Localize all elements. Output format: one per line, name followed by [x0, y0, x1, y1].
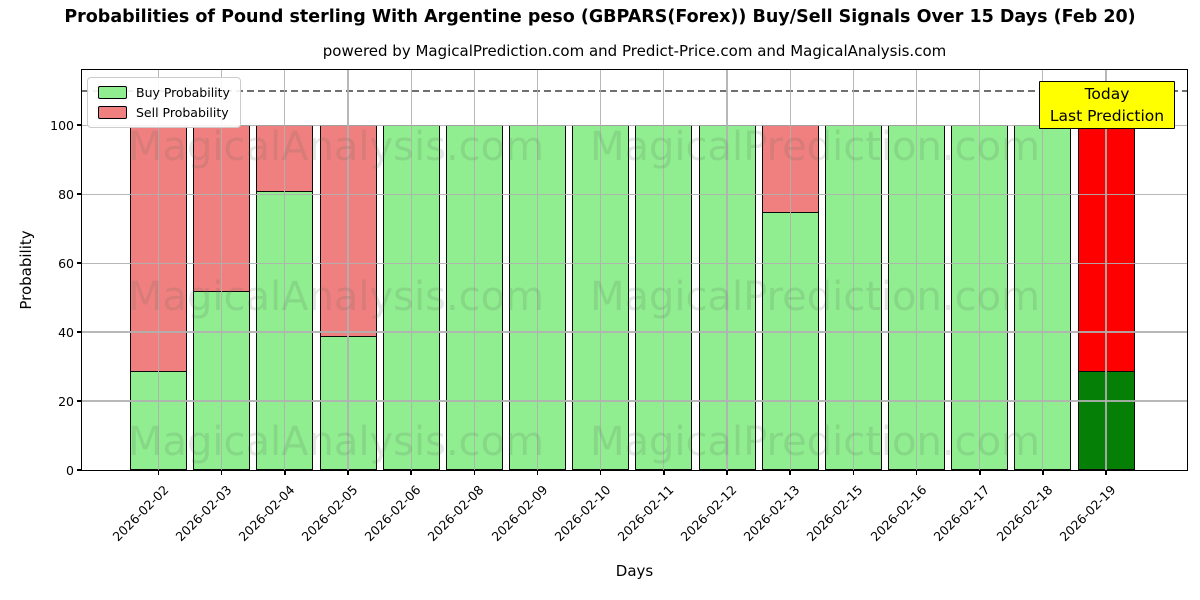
x-gridline — [789, 70, 791, 470]
x-gridline — [1105, 70, 1107, 470]
y-gridline — [82, 331, 1187, 333]
plot-area: Probability Days Buy Probability Sell Pr… — [17, 69, 1188, 580]
x-tick-mark — [410, 470, 412, 475]
y-tick-label: 60 — [58, 256, 74, 272]
y-tick-label: 100 — [50, 118, 74, 134]
x-axis-label: Days — [615, 562, 654, 580]
y-tick-mark — [77, 469, 82, 471]
x-tick-label-text: 2026-02-15 — [803, 482, 866, 545]
x-gridline — [852, 70, 854, 470]
x-tick-mark — [1042, 470, 1044, 475]
legend-row-sell: Sell Probability — [98, 105, 230, 120]
x-gridline — [1042, 70, 1044, 470]
y-gridline — [82, 124, 1187, 126]
y-tick-mark — [77, 124, 82, 126]
x-tick-label-text: 2026-02-12 — [677, 482, 740, 545]
y-tick-label: 0 — [66, 463, 74, 478]
y-tick-mark — [77, 262, 82, 264]
x-tick-mark — [1105, 470, 1107, 475]
y-tick-label: 20 — [58, 394, 74, 410]
chart-title: Probabilities of Pound sterling With Arg… — [64, 7, 1136, 27]
today-annotation-line2: Last Prediction — [1049, 107, 1165, 125]
legend-label-buy: Buy Probability — [136, 85, 230, 100]
x-tick-label-text: 2026-02-09 — [488, 482, 551, 545]
x-gridline — [600, 70, 602, 470]
x-tick-mark — [473, 470, 476, 475]
x-tick-label-text: 2026-02-18 — [993, 482, 1056, 545]
x-tick-mark — [536, 470, 539, 475]
x-gridline — [726, 70, 728, 470]
x-gridline — [663, 70, 665, 470]
x-gridline — [410, 70, 412, 470]
x-tick-label-text: 2026-02-05 — [298, 482, 361, 545]
today-annotation-line1: Today — [1084, 85, 1130, 103]
y-tick-mark — [77, 400, 82, 402]
x-gridline — [979, 70, 981, 470]
y-tick-mark — [77, 193, 82, 195]
x-gridline — [536, 70, 539, 470]
dashed-threshold-line — [82, 89, 1187, 92]
legend-label-sell: Sell Probability — [136, 105, 229, 120]
y-tick-label: 40 — [58, 325, 74, 341]
x-tick-mark — [599, 470, 602, 475]
legend-row-buy: Buy Probability — [98, 85, 230, 100]
sell-swatch-icon — [98, 106, 127, 119]
x-tick-label-text: 2026-02-13 — [740, 482, 803, 545]
x-tick-mark — [157, 470, 160, 475]
x-tick-label-text: 2026-02-03 — [172, 482, 235, 545]
x-tick-mark — [915, 470, 918, 475]
x-tick-label-text: 2026-02-06 — [361, 482, 424, 545]
buy-swatch-icon — [98, 86, 127, 99]
x-gridline — [347, 70, 349, 470]
x-tick-mark — [978, 470, 981, 475]
x-tick-label-text: 2026-02-11 — [614, 482, 677, 545]
x-tick-label-text: 2026-02-04 — [235, 482, 298, 545]
x-tick-label-text: 2026-02-02 — [109, 482, 171, 545]
x-tick-mark — [852, 470, 855, 475]
x-tick-label-text: 2026-02-10 — [551, 482, 614, 545]
x-gridline — [473, 70, 475, 470]
x-tick-mark — [663, 470, 665, 475]
x-tick-mark — [220, 470, 223, 475]
y-tick-label: 80 — [58, 187, 74, 203]
y-axis-label: Probability — [17, 230, 35, 310]
x-gridline — [284, 70, 286, 470]
x-tick-label-text: 2026-02-16 — [867, 482, 930, 545]
x-gridline — [157, 70, 160, 470]
x-tick-label-text: 2026-02-19 — [1056, 482, 1119, 545]
y-tick-mark — [77, 331, 82, 333]
x-gridline — [915, 70, 918, 470]
x-gridline — [221, 70, 223, 470]
x-tick-mark — [284, 470, 286, 475]
x-tick-mark — [726, 470, 728, 475]
y-gridline — [82, 193, 1187, 195]
x-tick-mark — [789, 470, 791, 475]
chart-subtitle: powered by MagicalPrediction.com and Pre… — [322, 42, 947, 60]
y-gridline — [82, 400, 1187, 402]
x-tick-label-text: 2026-02-17 — [930, 482, 993, 545]
x-tick-mark — [347, 470, 349, 475]
y-gridline — [82, 262, 1187, 264]
legend: Buy Probability Sell Probability — [87, 77, 241, 128]
today-annotation: Today Last Prediction — [1039, 81, 1175, 129]
x-tick-label-text: 2026-02-08 — [424, 482, 487, 545]
